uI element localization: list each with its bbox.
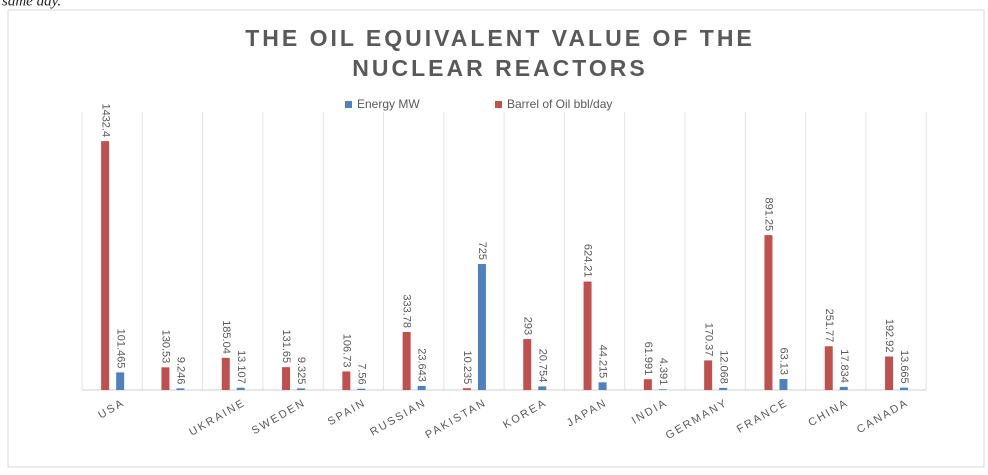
bar — [176, 388, 185, 390]
x-tick-label: UKRAINE — [187, 397, 247, 439]
value-label: 1432.4 — [99, 103, 111, 137]
bar — [417, 385, 426, 390]
x-tick-label: INDIA — [630, 397, 670, 427]
chart-title-line2: NUCLEAR REACTORS — [352, 55, 647, 81]
bar — [477, 264, 486, 390]
bar — [101, 141, 110, 390]
value-label: 170.37 — [702, 323, 714, 357]
bar — [282, 367, 291, 390]
value-label: 13.665 — [898, 350, 910, 384]
x-tick-label: PAKISTAN — [423, 397, 489, 442]
value-label: 725 — [476, 242, 488, 260]
value-label: 44.215 — [597, 345, 609, 379]
value-label: 10.235 — [461, 351, 473, 385]
bar — [658, 389, 667, 390]
bar — [764, 235, 773, 390]
bar — [221, 357, 230, 390]
value-label: 4.391 — [657, 358, 669, 386]
chart-title: THE OIL EQUIVALENT VALUE OF THE — [245, 25, 755, 51]
value-label: 106.73 — [340, 334, 352, 368]
bar — [402, 332, 411, 390]
value-label: 251.77 — [823, 309, 835, 343]
bar — [839, 386, 848, 390]
bar — [342, 371, 351, 390]
value-label: 192.92 — [883, 319, 895, 353]
value-label: 23.643 — [416, 348, 428, 382]
bar — [719, 387, 728, 390]
bar — [643, 379, 652, 390]
x-tick-label: CHINA — [806, 397, 850, 430]
x-tick-label: SWEDEN — [250, 397, 308, 438]
bar — [523, 339, 532, 390]
bar — [538, 386, 547, 390]
value-label: 12.068 — [717, 350, 729, 384]
x-tick-label: FRANCE — [735, 397, 791, 436]
bar — [824, 346, 833, 390]
legend-swatch — [345, 101, 352, 108]
x-tick-label: USA — [96, 397, 127, 422]
bar — [297, 388, 306, 390]
value-label: 13.107 — [235, 350, 247, 384]
value-label: 17.834 — [838, 349, 850, 383]
x-tick-label: RUSSIAN — [368, 397, 428, 439]
x-tick-label: CANADA — [855, 397, 911, 436]
bar — [885, 356, 894, 390]
header-text: same day. — [2, 0, 61, 9]
bar — [598, 382, 607, 390]
chart-border — [7, 9, 985, 468]
bar — [462, 388, 471, 390]
x-tick-label: GERMANY — [664, 397, 730, 442]
bar — [116, 372, 125, 390]
bar — [357, 388, 366, 390]
value-label: 101.465 — [114, 329, 126, 369]
bar — [900, 387, 909, 390]
legend-label: Energy MW — [357, 97, 420, 111]
bar — [779, 379, 788, 390]
value-label: 293 — [521, 317, 533, 335]
bar — [583, 281, 592, 390]
value-label: 20.754 — [536, 349, 548, 383]
value-label: 891.25 — [763, 197, 775, 231]
bar — [704, 360, 713, 390]
x-tick-label: KOREA — [501, 397, 549, 432]
legend-label: Barrel of Oil bbl/day — [507, 97, 612, 111]
x-tick-label: SPAIN — [326, 397, 369, 428]
value-label: 63.13 — [778, 347, 790, 375]
legend-swatch — [495, 101, 502, 108]
x-tick-label: JAPAN — [565, 397, 610, 430]
value-label: 130.53 — [160, 330, 172, 364]
value-label: 9.246 — [175, 357, 187, 385]
value-label: 9.325 — [295, 357, 307, 385]
value-label: 61.991 — [642, 342, 654, 376]
value-label: 333.78 — [401, 294, 413, 328]
value-label: 624.21 — [582, 244, 594, 278]
value-label: 185.04 — [220, 320, 232, 354]
value-label: 7.56 — [355, 363, 367, 384]
value-label: 131.65 — [280, 329, 292, 363]
bar — [236, 387, 245, 390]
bar — [161, 367, 170, 390]
